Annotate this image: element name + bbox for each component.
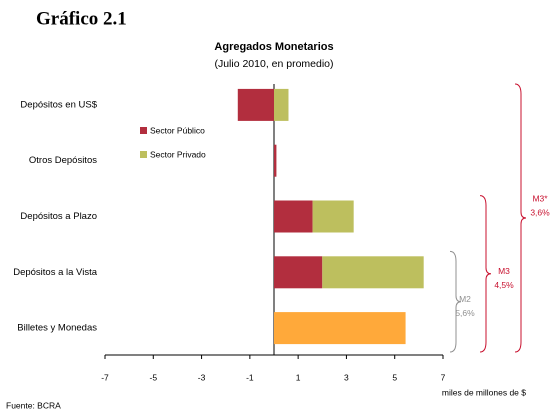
bar (274, 256, 323, 289)
bracket (449, 250, 462, 353)
x-tick-label: -1 (246, 372, 254, 382)
x-tick-label: -5 (150, 372, 158, 382)
annotation-value: 3,6% (530, 207, 550, 217)
x-tick-label: 3 (344, 372, 349, 382)
annotation-label: M3 (498, 266, 510, 276)
bar (274, 144, 277, 177)
legend-label: Sector Público (150, 125, 205, 135)
annotation-label: M2 (459, 294, 471, 304)
annotation-value: 5,6% (455, 308, 475, 318)
annotation-label: M3* (532, 193, 548, 203)
x-tick-label: 1 (296, 372, 301, 382)
bar (322, 256, 424, 289)
y-tick-label: Otros Depósitos (29, 155, 97, 166)
y-tick-label: Depósitos a la Vista (13, 267, 98, 278)
chart-subtitle: (Julio 2010, en promedio) (214, 58, 333, 70)
x-tick-label: 5 (392, 372, 397, 382)
header: Gráfico 2.1 (36, 8, 127, 29)
bracket (479, 195, 492, 353)
source: Fuente: BCRA (6, 400, 61, 410)
x-tick-label: -7 (101, 372, 109, 382)
x-tick-label: 7 (441, 372, 446, 382)
bracket (514, 83, 527, 353)
legend-label: Sector Privado (150, 149, 206, 159)
bar (274, 88, 289, 121)
legend-swatch (140, 127, 147, 134)
x-axis-label: miles de millones de $ (442, 387, 526, 397)
bar (312, 200, 354, 233)
y-tick-label: Depósitos a Plazo (20, 211, 97, 222)
annotation-value: 4,5% (494, 280, 514, 290)
bar (274, 200, 313, 233)
x-tick-label: -3 (198, 372, 206, 382)
y-tick-label: Depósitos en US$ (20, 99, 97, 110)
bar (237, 88, 274, 121)
bar (274, 312, 406, 345)
chart-title: Agregados Monetarios (214, 41, 333, 53)
legend-swatch (140, 151, 147, 158)
y-tick-label: Billetes y Monedas (17, 323, 97, 334)
